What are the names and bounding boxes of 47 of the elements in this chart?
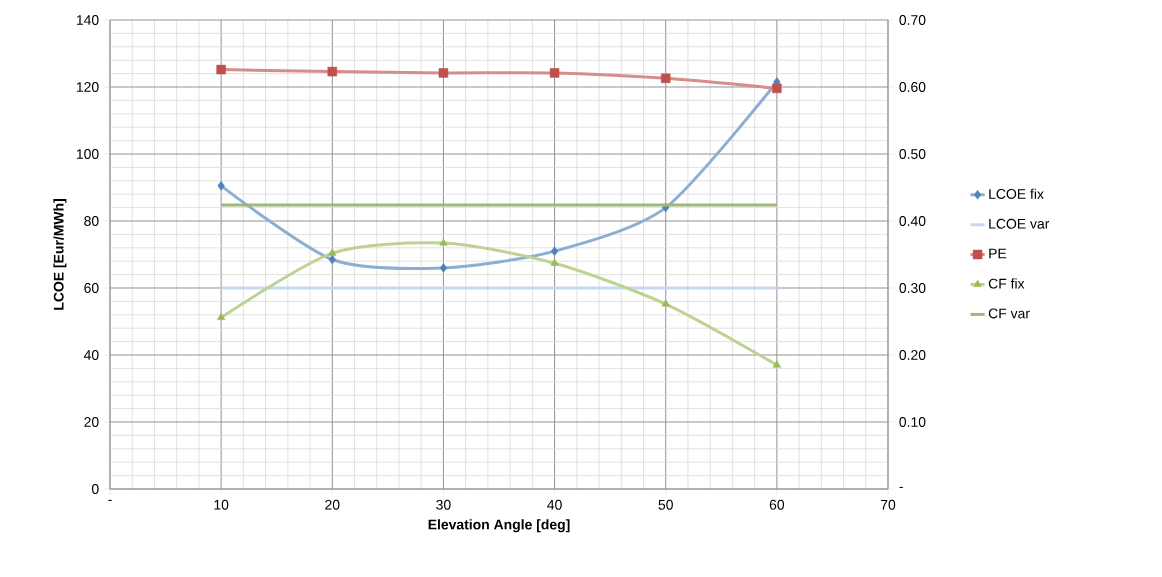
point <box>439 238 448 246</box>
x-tick-label: 30 <box>436 499 451 510</box>
x-axis-title: Elevation Angle [deg] <box>428 519 570 533</box>
point <box>660 73 671 84</box>
y-tick-label: 0 <box>91 484 99 494</box>
x-tick-label: 50 <box>658 499 673 510</box>
point <box>438 68 449 78</box>
y2-tick-label: 0.50 <box>899 149 926 159</box>
y-tick-label: 80 <box>84 216 99 226</box>
x-tick-label: - <box>108 499 112 501</box>
y2-tick-label: - <box>899 486 903 488</box>
legend-label: PE <box>989 248 1007 259</box>
x-tick-label: 70 <box>880 499 896 510</box>
y2-tick-label: 0.10 <box>899 417 926 427</box>
y-tick-label: 140 <box>76 15 99 25</box>
point <box>217 181 225 191</box>
point <box>439 263 448 273</box>
point <box>328 248 337 256</box>
x-tick-label: 10 <box>214 499 229 510</box>
y2-tick-label: 0.20 <box>899 350 926 360</box>
point <box>772 360 781 368</box>
legend-label: LCOE var <box>989 218 1050 229</box>
y-tick-label: 120 <box>76 82 99 92</box>
y-tick-label: 100 <box>76 149 99 159</box>
y-axis-title: LCOE [Eur/MWh] <box>53 199 67 310</box>
x-tick-label: 60 <box>769 499 785 510</box>
legend-label: LCOE fix <box>989 188 1044 199</box>
point <box>550 246 559 256</box>
point <box>549 68 560 78</box>
y2-tick-label: 0.30 <box>899 283 926 293</box>
y2-tick-label: 0.40 <box>899 216 926 226</box>
y2-tick-label: 0.60 <box>899 82 926 92</box>
y2-tick-label: 0.70 <box>899 15 926 25</box>
point <box>216 64 226 75</box>
x-tick-label: 40 <box>547 499 562 510</box>
point <box>328 254 336 265</box>
x-tick-label: 20 <box>325 499 340 510</box>
y-tick-label: 60 <box>84 283 99 293</box>
point <box>327 66 338 77</box>
point <box>661 299 670 307</box>
legend-label: CF fix <box>988 278 1025 289</box>
point <box>217 312 226 320</box>
legend-label: CF var <box>988 308 1030 319</box>
point <box>550 258 559 266</box>
point <box>772 83 782 94</box>
y-tick-label: 40 <box>83 350 99 360</box>
y-tick-label: 20 <box>84 417 99 427</box>
